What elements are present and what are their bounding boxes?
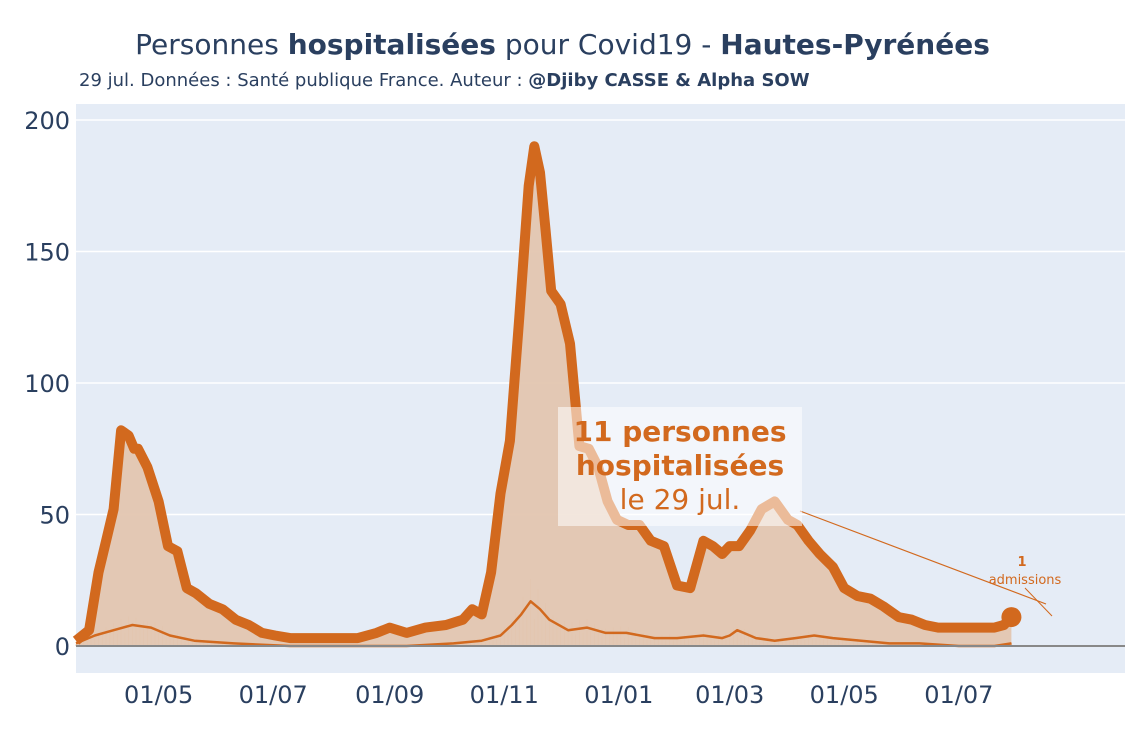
- admissions-average-line: [75, 600, 1012, 648]
- last-value-marker: [1001, 607, 1022, 628]
- callout-arrow: [799, 510, 1047, 605]
- y-tick-label: 150: [24, 239, 70, 267]
- x-tick-label: 01/01: [584, 681, 653, 709]
- x-tick-label: 01/07: [239, 681, 308, 709]
- y-axis-ticks: 0 50 100 150 200: [24, 107, 70, 661]
- x-tick-label: 01/07: [924, 681, 993, 709]
- last-value-callout: 11 personnes hospitalisées le 29 jul.: [558, 407, 802, 526]
- chart-subtitle: 29 jul. Données : Santé publique France.…: [79, 70, 810, 91]
- admissions-count: 1: [1017, 555, 1026, 570]
- y-tick-label: 50: [39, 502, 70, 530]
- x-tick-label: 01/05: [810, 681, 879, 709]
- admissions-arrow: [1024, 587, 1053, 617]
- chart-title: Personnes hospitalisées pour Covid19 - H…: [135, 28, 990, 61]
- y-tick-label: 200: [24, 107, 70, 135]
- x-tick-label: 01/09: [355, 681, 424, 709]
- x-tick-label: 01/03: [695, 681, 764, 709]
- grid: [76, 119, 1125, 516]
- hospitalisations-line: [72, 141, 1016, 645]
- x-tick-label: 01/11: [470, 681, 539, 709]
- y-tick-label: 100: [24, 370, 70, 398]
- x-axis-ticks: 01/05 01/07 01/09 01/11 01/01 01/03 01/05 01/07: [124, 681, 993, 709]
- y-tick-label: 0: [55, 633, 70, 661]
- callout-line-2: hospitalisées: [575, 449, 785, 482]
- callout-line-1: 11 personnes: [573, 415, 787, 448]
- x-tick-label: 01/05: [124, 681, 193, 709]
- callout-date: le 29 jul.: [619, 483, 741, 516]
- admissions-label: admissions: [989, 573, 1062, 588]
